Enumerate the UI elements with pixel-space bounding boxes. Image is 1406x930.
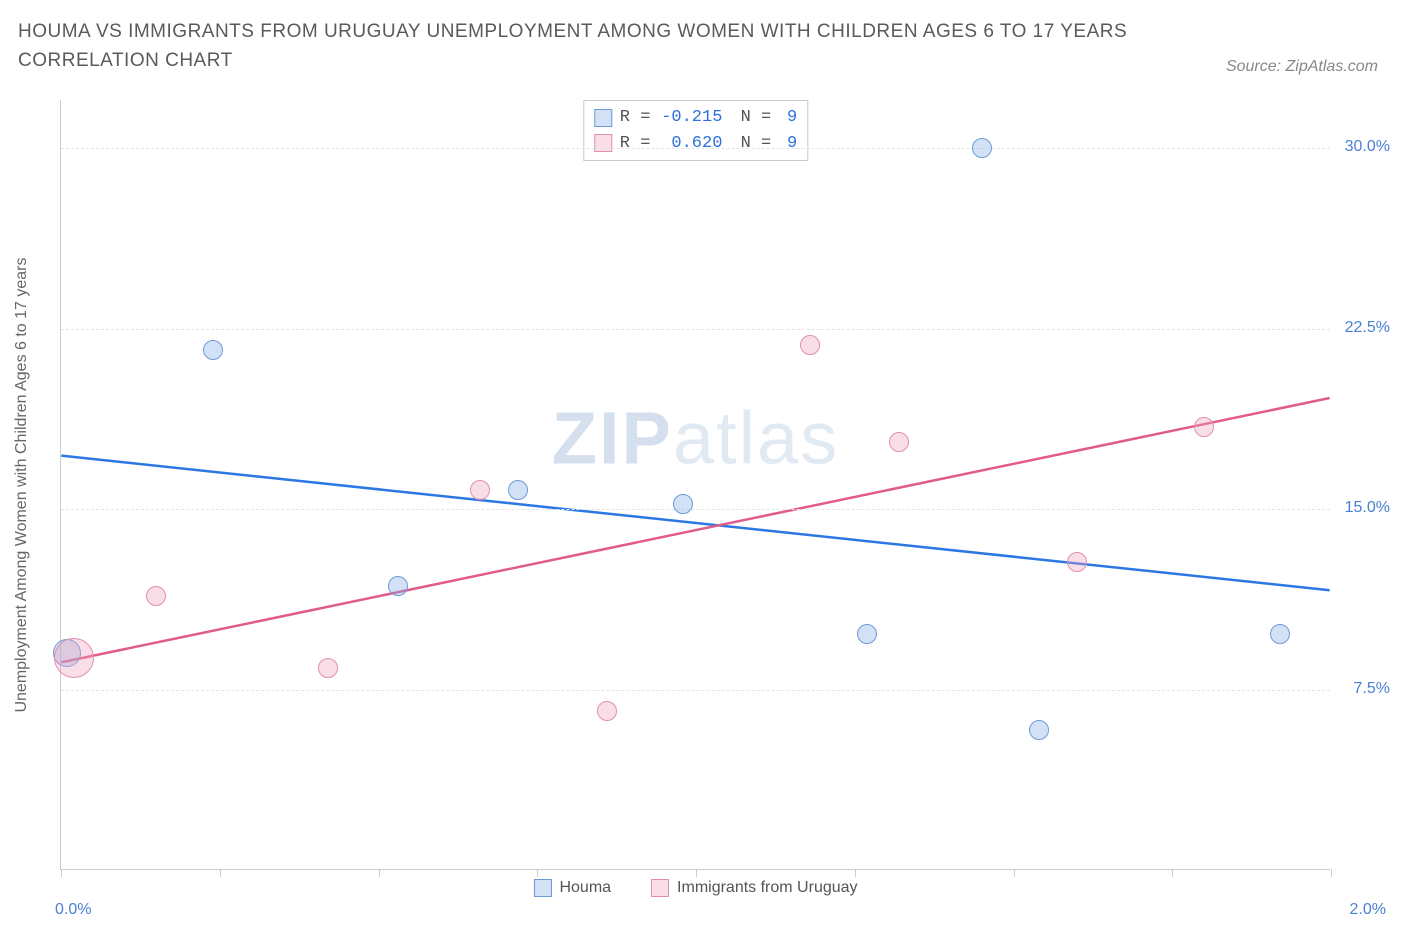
data-point bbox=[318, 658, 338, 678]
data-point bbox=[673, 494, 693, 514]
chart-area: Unemployment Among Women with Children A… bbox=[48, 100, 1386, 870]
gridline bbox=[61, 329, 1330, 330]
legend-r-value: 0.620 bbox=[658, 131, 722, 157]
data-point bbox=[1270, 624, 1290, 644]
data-point bbox=[800, 335, 820, 355]
data-point bbox=[972, 138, 992, 158]
gridline bbox=[61, 690, 1330, 691]
data-point bbox=[203, 340, 223, 360]
data-point bbox=[146, 586, 166, 606]
x-tick-label: 0.0% bbox=[55, 901, 91, 919]
source-attribution: Source: ZipAtlas.com bbox=[1226, 58, 1378, 76]
plot-region: ZIPatlas R =-0.215 N =9R =0.620 N =9 Hou… bbox=[60, 100, 1330, 870]
trendlines-svg bbox=[61, 100, 1330, 869]
data-point bbox=[54, 638, 94, 678]
legend-stats-box: R = -0.215 N = 9 R = 0.620 N = 9 bbox=[583, 100, 808, 161]
legend-series-name: Immigrants from Uruguay bbox=[677, 879, 858, 897]
legend-item: Immigrants from Uruguay bbox=[651, 879, 858, 897]
x-tick bbox=[855, 869, 856, 877]
chart-title: HOUMA VS IMMIGRANTS FROM URUGUAY UNEMPLO… bbox=[18, 18, 1138, 75]
legend-n-value: 9 bbox=[779, 105, 797, 131]
legend-swatch bbox=[651, 879, 669, 897]
legend-n-label: N = bbox=[730, 105, 771, 131]
trend-line bbox=[61, 456, 1329, 591]
legend-swatch bbox=[594, 134, 612, 152]
data-point bbox=[857, 624, 877, 644]
x-tick bbox=[1331, 869, 1332, 877]
legend-r-label: R = bbox=[620, 131, 651, 157]
legend-stats-row: R = -0.215 N = 9 bbox=[594, 105, 797, 131]
data-point bbox=[388, 576, 408, 596]
data-point bbox=[470, 480, 490, 500]
x-tick bbox=[220, 869, 221, 877]
y-axis-title: Unemployment Among Women with Children A… bbox=[13, 135, 31, 835]
x-tick bbox=[1014, 869, 1015, 877]
y-tick-label: 30.0% bbox=[1345, 138, 1390, 156]
legend-swatch bbox=[533, 879, 551, 897]
x-tick bbox=[537, 869, 538, 877]
data-point bbox=[1067, 552, 1087, 572]
trend-line bbox=[61, 398, 1329, 662]
gridline bbox=[61, 509, 1330, 510]
y-tick-label: 7.5% bbox=[1354, 680, 1390, 698]
legend-n-value: 9 bbox=[779, 131, 797, 157]
gridline bbox=[61, 148, 1330, 149]
y-tick-label: 15.0% bbox=[1345, 499, 1390, 517]
x-tick bbox=[379, 869, 380, 877]
y-tick-label: 22.5% bbox=[1345, 319, 1390, 337]
x-tick-label: 2.0% bbox=[1350, 901, 1386, 919]
legend-swatch bbox=[594, 109, 612, 127]
legend-stats-row: R = 0.620 N = 9 bbox=[594, 131, 797, 157]
x-tick bbox=[61, 869, 62, 877]
legend-series-name: Houma bbox=[559, 879, 611, 897]
data-point bbox=[508, 480, 528, 500]
legend-r-value: -0.215 bbox=[658, 105, 722, 131]
data-point bbox=[889, 432, 909, 452]
legend-item: Houma bbox=[533, 879, 611, 897]
data-point bbox=[597, 701, 617, 721]
legend-r-label: R = bbox=[620, 105, 651, 131]
legend-n-label: N = bbox=[730, 131, 771, 157]
x-tick bbox=[1172, 869, 1173, 877]
data-point bbox=[1194, 417, 1214, 437]
x-tick bbox=[696, 869, 697, 877]
data-point bbox=[1029, 720, 1049, 740]
series-legend: Houma Immigrants from Uruguay bbox=[533, 879, 857, 897]
